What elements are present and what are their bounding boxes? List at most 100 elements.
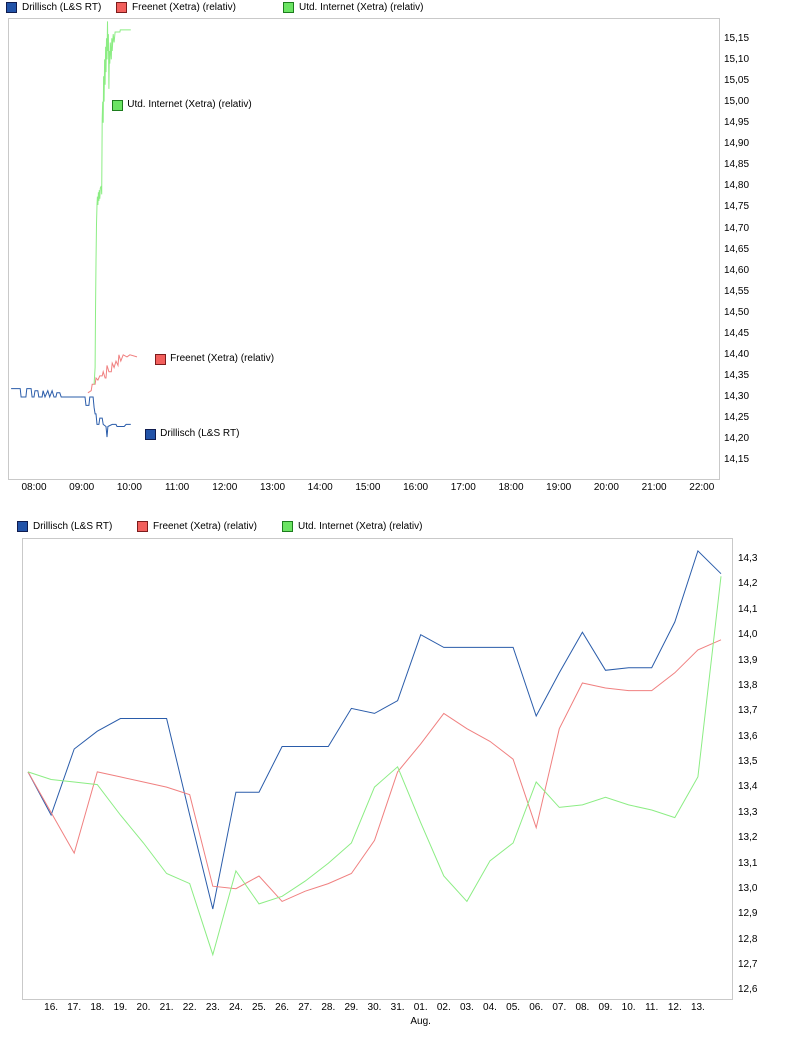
plot-area xyxy=(22,538,733,1000)
intraday-chart: Drillisch (L&S RT) Freenet (Xetra) (relat… xyxy=(0,0,810,505)
x-tick-label: 08:00 xyxy=(21,482,47,493)
y-tick-label: 14,0 xyxy=(738,629,758,641)
y-tick-label: 13,1 xyxy=(738,857,758,869)
x-tick-label: 09:00 xyxy=(69,482,95,493)
x-tick-label: 01. xyxy=(413,1002,428,1013)
legend-label: Utd. Internet (Xetra) (relativ) xyxy=(298,521,423,532)
y-tick-label: 13,7 xyxy=(738,705,758,717)
y-tick-label: 13,2 xyxy=(738,832,758,844)
y-tick-label: 13,3 xyxy=(738,806,758,818)
x-tick-label: 03. xyxy=(459,1002,474,1013)
drillisch-legend-swatch-icon xyxy=(6,2,17,13)
x-tick-label: 20:00 xyxy=(593,482,619,493)
x-tick-label: 25. xyxy=(252,1002,266,1013)
x-tick-label: 28. xyxy=(321,1002,336,1013)
x-tick-label: 26. xyxy=(275,1002,290,1013)
y-tick-label: 13,8 xyxy=(738,679,758,691)
y-tick-label: 15,15 xyxy=(724,32,750,44)
x-tick-label: 16:00 xyxy=(403,482,429,493)
x-tick-label: 17. xyxy=(67,1002,82,1013)
inline-series-label-text: Drillisch (L&S RT) xyxy=(160,428,240,440)
inline-series-swatch-icon xyxy=(155,353,167,365)
inline-series-label-text: Utd. Internet (Xetra) (relativ) xyxy=(127,99,252,111)
inline-series-label-text: Freenet (Xetra) (relativ) xyxy=(170,352,275,364)
y-tick-label: 14,15 xyxy=(724,454,750,466)
y-tick-label: 13,5 xyxy=(738,756,758,768)
x-tick-label: 18. xyxy=(90,1002,105,1013)
y-tick-label: 12,8 xyxy=(738,933,758,945)
legend-label: Drillisch (L&S RT) xyxy=(33,521,113,532)
y-tick-label: 14,75 xyxy=(724,201,750,213)
x-tick-label: 14:00 xyxy=(307,482,333,493)
drillisch-legend-swatch-icon xyxy=(17,521,28,532)
x-tick-label: 12:00 xyxy=(212,482,238,493)
x-tick-label: 15:00 xyxy=(355,482,381,493)
series-layer xyxy=(11,21,138,438)
x-tick-label: 22:00 xyxy=(689,482,715,493)
x-tick-label: 11:00 xyxy=(164,482,190,493)
y-tick-label: 14,35 xyxy=(724,370,750,382)
utd-internet-legend-swatch-icon xyxy=(283,2,294,13)
x-tick-label: 21. xyxy=(159,1002,174,1013)
y-tick-label: 14,3 xyxy=(738,553,758,564)
y-tick-label: 14,70 xyxy=(724,222,750,234)
y-tick-label: 13,4 xyxy=(738,781,758,793)
y-tick-label: 14,20 xyxy=(724,433,750,445)
x-tick-label: 12. xyxy=(667,1002,682,1013)
y-tick-label: 14,45 xyxy=(724,327,750,339)
series-layer xyxy=(27,549,722,957)
x-tick-label: 29. xyxy=(344,1002,359,1013)
x-tick-label: 21:00 xyxy=(641,482,667,493)
x-tick-label: 10. xyxy=(621,1002,636,1013)
y-tick-label: 14,1 xyxy=(738,603,758,615)
legend-label: Drillisch (L&S RT) xyxy=(22,2,102,13)
y-tick-label: 14,65 xyxy=(724,243,750,255)
legend-label: Freenet (Xetra) (relativ) xyxy=(132,2,236,13)
legend-label: Utd. Internet (Xetra) (relativ) xyxy=(299,2,424,13)
y-tick-label: 14,25 xyxy=(724,412,750,424)
series-line-utd-internet xyxy=(27,576,722,957)
y-tick-label: 14,50 xyxy=(724,306,750,318)
x-tick-label: 10:00 xyxy=(116,482,142,493)
x-tick-label: 23. xyxy=(205,1002,220,1013)
y-tick-label: 15,10 xyxy=(724,53,750,65)
y-tick-label: 13,0 xyxy=(738,882,758,894)
x-tick-label: 24. xyxy=(228,1002,243,1013)
x-tick-label: 02. xyxy=(436,1002,451,1013)
x-tick-label: 11. xyxy=(645,1002,659,1013)
x-tick-label: 19. xyxy=(113,1002,128,1013)
x-tick-label: 13. xyxy=(690,1002,705,1013)
y-tick-label: 15,00 xyxy=(724,96,750,108)
x-tick-label: 16. xyxy=(44,1002,59,1013)
series-line-freenet xyxy=(87,354,138,394)
y-tick-label: 14,95 xyxy=(724,117,750,129)
series-line-utd-internet xyxy=(93,21,131,385)
y-tick-label: 13,6 xyxy=(738,730,758,742)
y-tick-label: 14,2 xyxy=(738,578,758,590)
inline-series-swatch-icon xyxy=(145,429,157,441)
x-tick-label: 17:00 xyxy=(450,482,476,493)
x-tick-label: 30. xyxy=(367,1002,382,1013)
y-tick-label: 14,60 xyxy=(724,264,750,276)
x-tick-label: 19:00 xyxy=(546,482,572,493)
x-tick-label: 31. xyxy=(390,1002,405,1013)
x-tick-label: 05. xyxy=(506,1002,521,1013)
x-tick-label: 22. xyxy=(182,1002,197,1013)
y-tick-label: 12,6 xyxy=(738,984,758,996)
utd-internet-legend-swatch-icon xyxy=(282,521,293,532)
y-tick-label: 13,9 xyxy=(738,654,758,666)
daily-chart: Drillisch (L&S RT) Freenet (Xetra) (relat… xyxy=(0,510,810,1060)
x-tick-label: 07. xyxy=(552,1002,567,1013)
x-tick-label: 08. xyxy=(575,1002,590,1013)
inline-series-swatch-icon xyxy=(112,100,124,112)
freenet-legend-swatch-icon xyxy=(116,2,127,13)
y-tick-label: 14,90 xyxy=(724,138,750,150)
y-tick-label: 14,80 xyxy=(724,180,750,192)
x-tick-label: 13:00 xyxy=(259,482,286,493)
series-line-drillisch xyxy=(27,549,722,910)
legend-label: Freenet (Xetra) (relativ) xyxy=(153,521,257,532)
x-tick-label: 27. xyxy=(298,1002,313,1013)
y-tick-label: 12,9 xyxy=(738,908,758,920)
y-tick-label: 14,85 xyxy=(724,159,750,171)
